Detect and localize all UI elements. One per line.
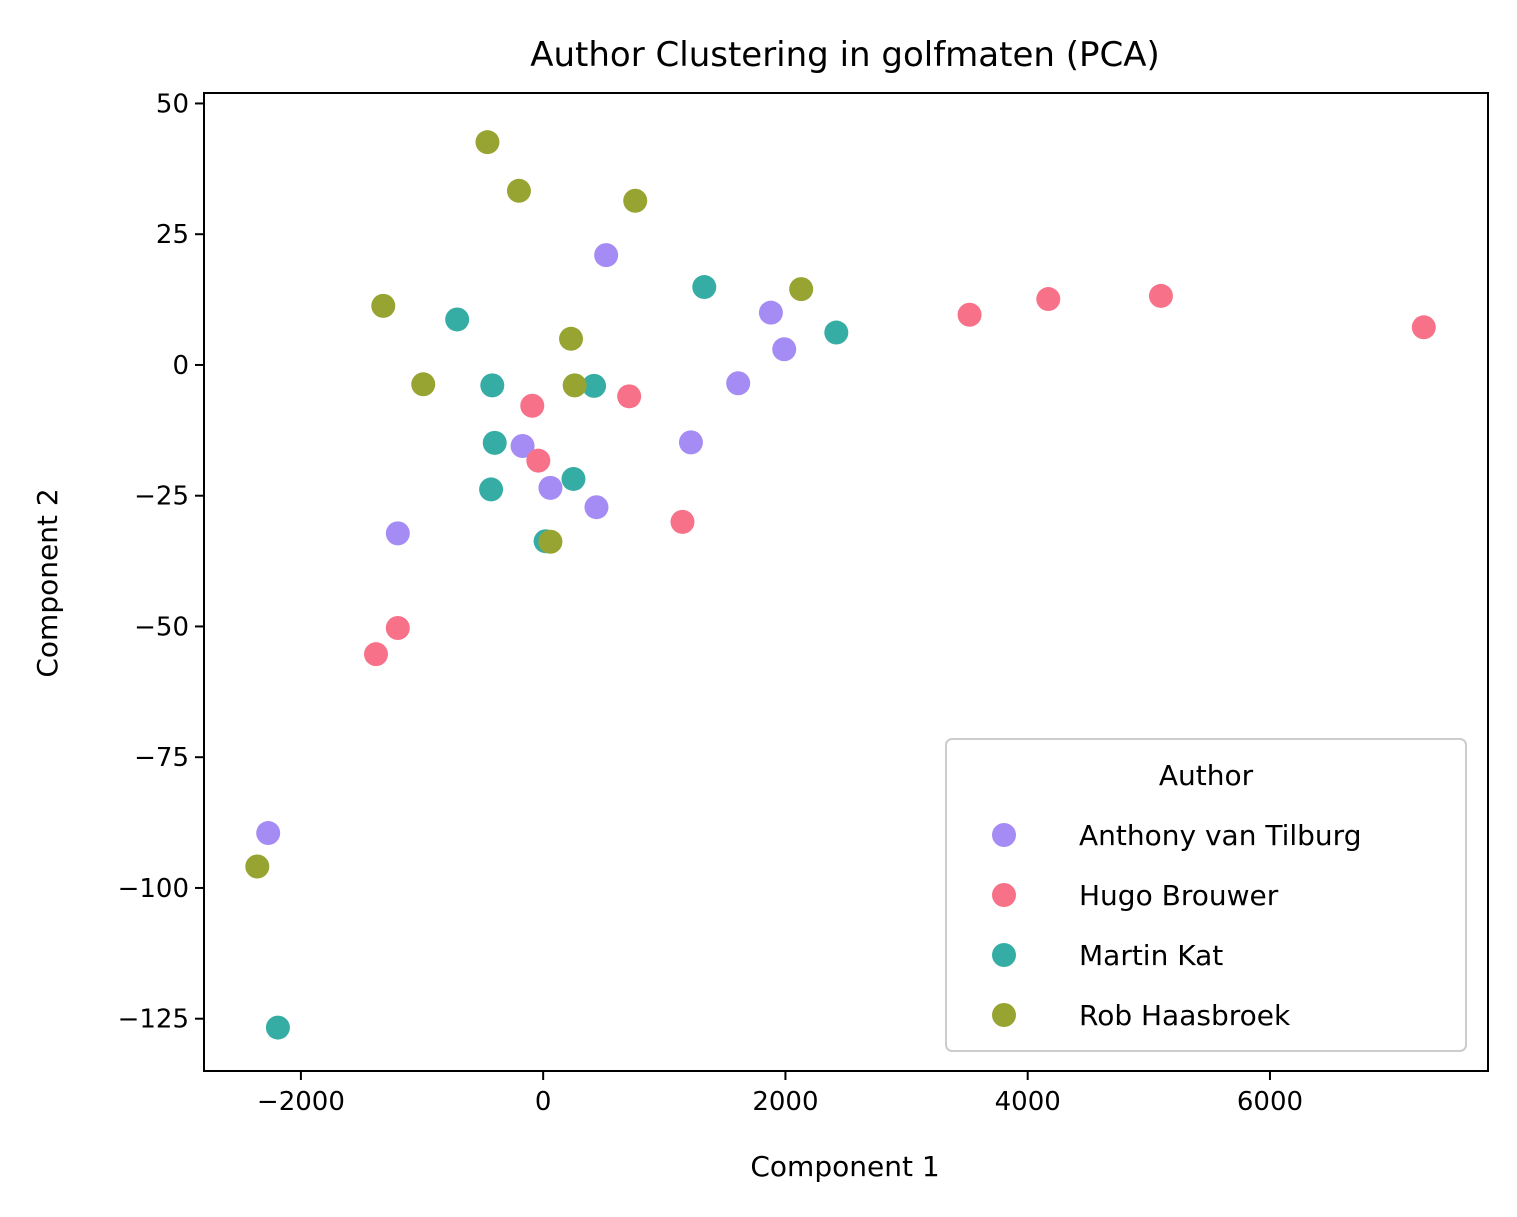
data-point [623, 188, 648, 213]
x-axis: −2000 0 2000 4000 6000 [257, 1071, 1303, 1117]
y-tick-label: −25 [134, 482, 189, 512]
y-axis: 50 25 0 −25 −50 −75 −100 −125 [118, 89, 204, 1035]
series-0 [256, 243, 797, 846]
data-point [561, 466, 586, 491]
data-point [582, 373, 607, 398]
data-point [411, 372, 436, 397]
data-point [479, 477, 504, 502]
data-point [758, 300, 783, 325]
legend-title: Author [1159, 759, 1254, 792]
legend-label: Martin Kat [1079, 939, 1223, 972]
data-point [562, 373, 587, 398]
x-tick-label: 6000 [1237, 1087, 1303, 1117]
y-tick-label: 25 [156, 220, 189, 250]
data-point [617, 384, 642, 409]
data-point [256, 821, 281, 846]
data-point [559, 326, 584, 351]
data-point [692, 275, 717, 300]
x-axis-label: Component 1 [750, 1150, 939, 1183]
data-point [385, 521, 410, 546]
x-tick-label: 4000 [995, 1087, 1061, 1117]
legend-marker [992, 883, 1016, 907]
data-point [480, 373, 505, 398]
data-point [789, 277, 814, 302]
data-point [482, 430, 507, 455]
chart-title: Author Clustering in golfmaten (PCA) [530, 35, 1160, 75]
legend-marker [992, 823, 1016, 847]
legend-label: Anthony van Tilburg [1079, 819, 1361, 852]
data-point [538, 529, 563, 554]
y-tick-label: 0 [172, 351, 189, 381]
data-point [584, 495, 609, 520]
legend: Author Anthony van Tilburg Hugo Brouwer Ma… [945, 738, 1467, 1052]
data-point [475, 130, 500, 155]
data-point [506, 178, 531, 203]
data-point [957, 302, 982, 327]
data-point [371, 293, 396, 318]
data-point [526, 448, 551, 473]
y-tick-label: −100 [118, 874, 189, 904]
data-point [510, 434, 535, 459]
plot-frame [203, 92, 1489, 1072]
y-axis-label: Component 2 [31, 488, 64, 677]
data-point [1148, 283, 1173, 308]
data-point [520, 393, 545, 418]
series-1 [364, 283, 1436, 667]
legend-label: Hugo Brouwer [1079, 879, 1279, 912]
data-point [726, 371, 751, 396]
y-tick-label: −50 [134, 612, 189, 642]
data-point [265, 1015, 290, 1040]
y-tick-label: 50 [156, 89, 189, 119]
data-point [445, 307, 470, 332]
data-point [385, 616, 410, 641]
legend-marker [992, 1003, 1016, 1027]
data-point [678, 430, 703, 455]
plot-area [245, 130, 1436, 1040]
data-point [245, 854, 270, 879]
x-tick-label: 0 [535, 1087, 552, 1117]
y-tick-label: −125 [118, 1005, 189, 1035]
data-point [670, 509, 695, 534]
data-point [824, 320, 849, 345]
x-tick-label: 2000 [752, 1087, 818, 1117]
legend-label: Rob Haasbroek [1079, 999, 1291, 1032]
data-point [594, 243, 619, 268]
series-3 [245, 130, 814, 879]
data-point [364, 642, 389, 667]
legend-box [945, 738, 1467, 1052]
data-point [1036, 287, 1061, 312]
y-tick-label: −75 [134, 743, 189, 773]
x-tick-label: −2000 [257, 1087, 345, 1117]
legend-marker [992, 943, 1016, 967]
data-point [538, 475, 563, 500]
data-point [1411, 315, 1436, 340]
data-point [772, 337, 797, 362]
